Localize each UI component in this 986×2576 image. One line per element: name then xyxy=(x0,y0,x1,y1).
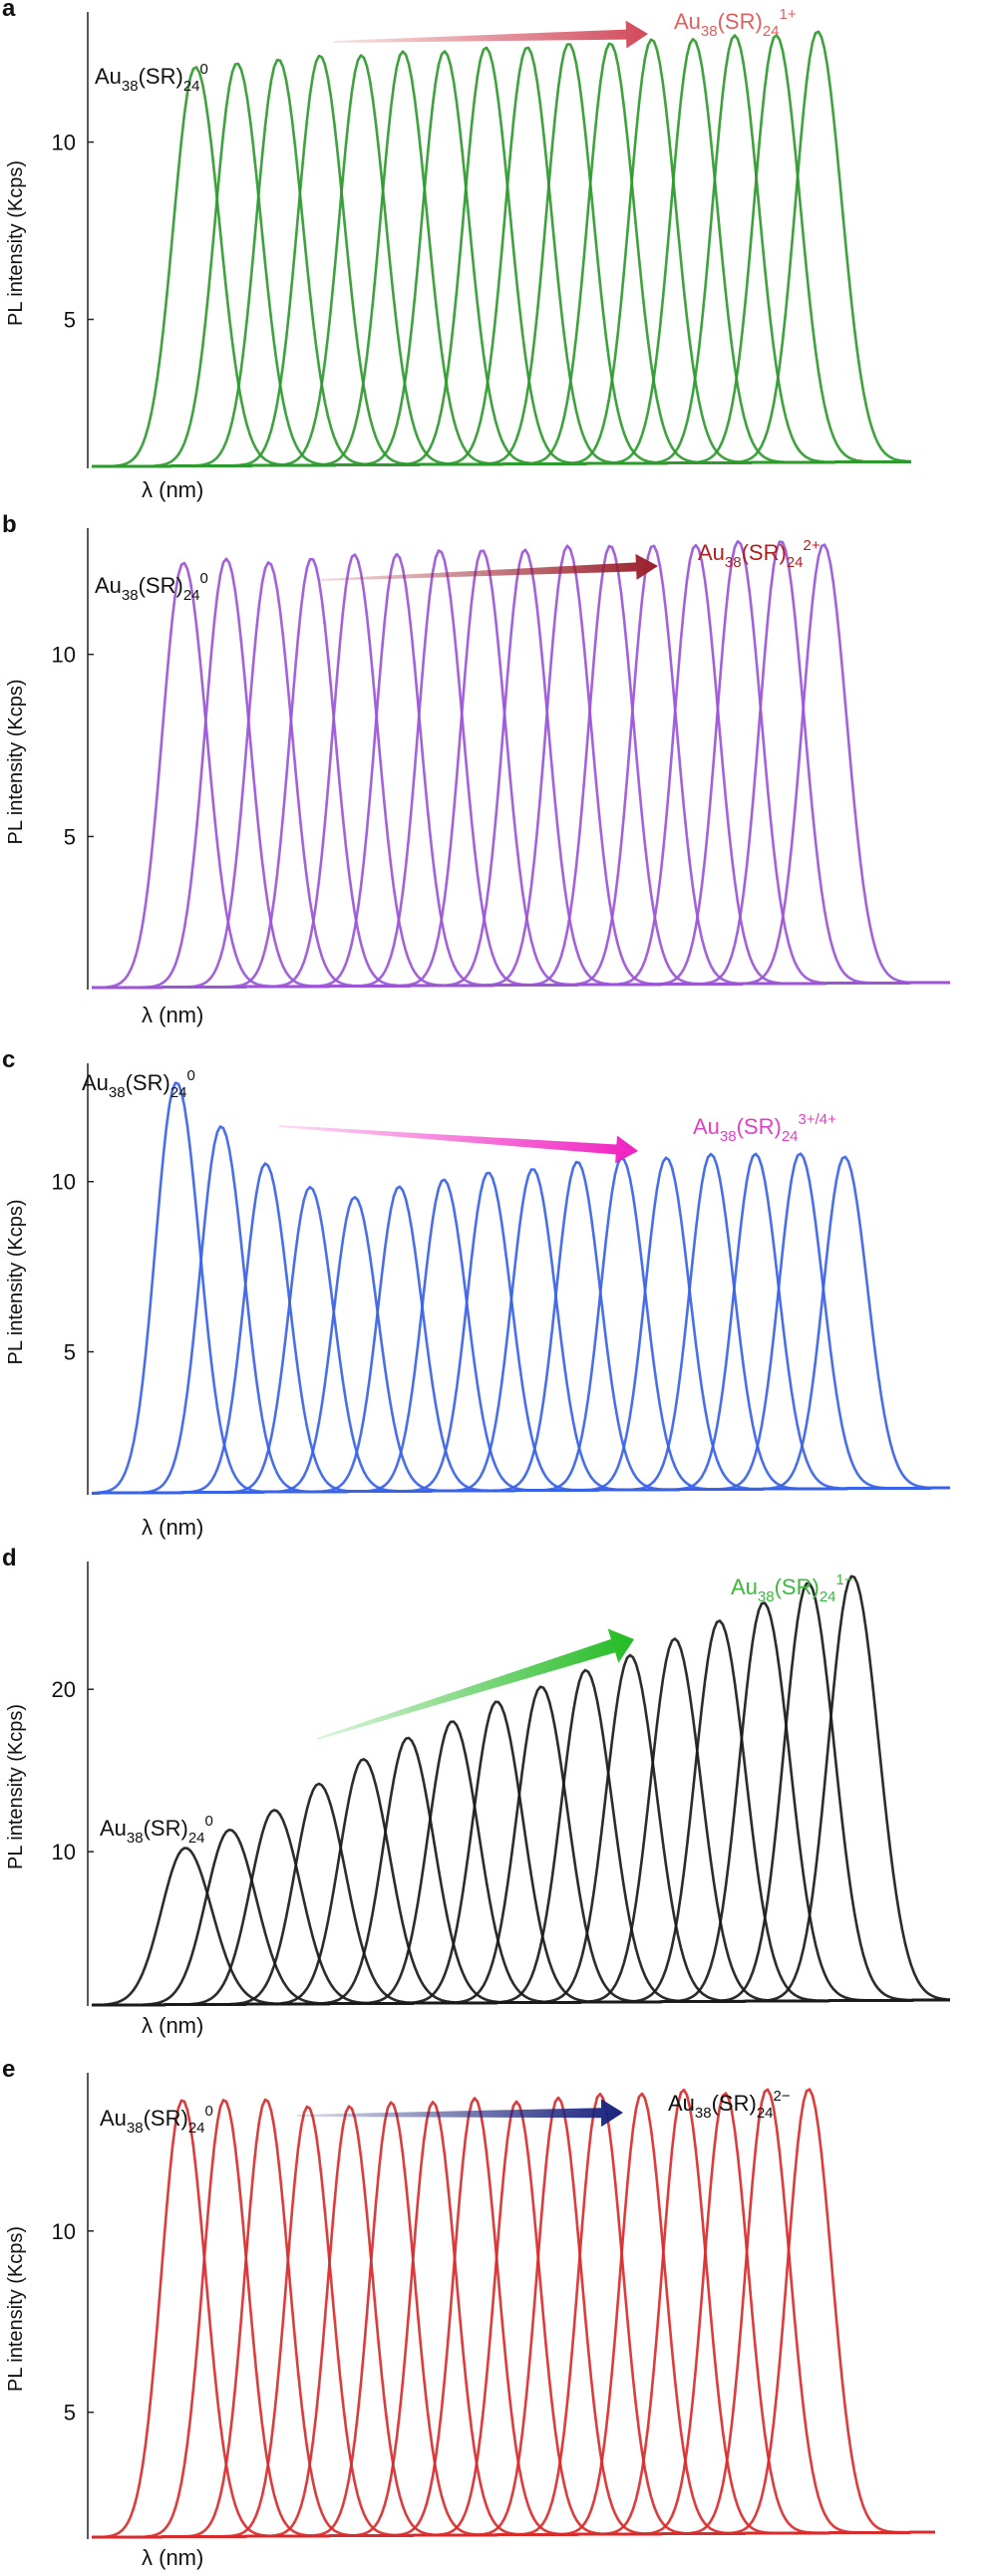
spectrum-line xyxy=(92,561,950,990)
spectrum-line xyxy=(92,1152,950,1495)
spectrum-line xyxy=(92,1152,950,1495)
panel-b: b 5 10 PL intensity (Kcps) λ (nm) Au38(SR)240… xyxy=(2,511,950,1027)
spectrum-line xyxy=(92,539,950,990)
spectrum-line xyxy=(92,2097,935,2539)
y-tick-label: 5 xyxy=(64,2401,76,2426)
y-axis-label: PL intensity (Kcps) xyxy=(5,1200,27,1365)
spectrum-line xyxy=(92,2092,935,2539)
spectrum-line xyxy=(92,544,950,990)
spectrum-line xyxy=(92,557,950,990)
spectrum-line xyxy=(91,1847,950,2007)
y-tick-label: 10 xyxy=(52,131,76,155)
end-species-label: Au38(SR)242− xyxy=(668,2088,791,2122)
y-tick-label: 20 xyxy=(52,1677,76,1702)
spectrum-line xyxy=(92,549,950,990)
trend-arrow xyxy=(278,1125,638,1164)
spectrum-line xyxy=(92,1574,951,2007)
panel-letter: c xyxy=(2,1046,15,1073)
panel-letter: a xyxy=(2,0,16,22)
spectrum-line xyxy=(92,1196,950,1495)
spectrum-line xyxy=(92,2088,935,2539)
start-species-label: Au38(SR)240 xyxy=(82,1067,195,1101)
start-species-label: Au38(SR)240 xyxy=(100,2103,213,2137)
panel-letter: b xyxy=(2,511,17,538)
spectrum-line xyxy=(92,2092,935,2539)
spectrum-line xyxy=(92,552,950,990)
y-tick-label: 5 xyxy=(64,1340,76,1365)
end-species-label: Au38(SR)241+ xyxy=(674,6,797,40)
spectrum-line xyxy=(92,2101,935,2539)
spectrum-line xyxy=(92,543,950,990)
spectrum-line xyxy=(92,2101,935,2539)
start-species-label: Au38(SR)240 xyxy=(95,570,208,604)
spectrum-line xyxy=(92,1155,950,1495)
start-species-label: Au38(SR)240 xyxy=(95,61,208,95)
panel-letter: e xyxy=(2,2056,15,2083)
spectrum-line xyxy=(92,1828,950,2007)
end-species-label: Au38(SR)241− xyxy=(731,1572,853,1605)
spectrum-line xyxy=(92,543,950,990)
spectrum-line xyxy=(92,2099,935,2539)
spectrum-line xyxy=(92,2098,935,2539)
spectrum-line xyxy=(92,2096,935,2539)
spectrum-line xyxy=(92,544,950,990)
panel-letter: d xyxy=(2,1545,17,1572)
y-tick-label: 10 xyxy=(52,1170,76,1195)
spectrum-line xyxy=(92,2088,935,2539)
spectrum-line xyxy=(92,540,950,990)
spectrum-line xyxy=(92,46,911,468)
y-tick-label: 5 xyxy=(64,308,76,333)
spectrum-line xyxy=(92,1168,950,1495)
panel-d: d 10 20 PL intensity (Kcps) λ (nm) Au38(SR)24… xyxy=(2,1545,951,2038)
x-axis-label: λ (nm) xyxy=(142,1002,203,1027)
spectrum-line xyxy=(92,561,950,990)
spectrum-line xyxy=(92,2099,935,2539)
y-tick-label: 10 xyxy=(52,1840,76,1864)
panel-c: c 5 10 PL intensity (Kcps) λ (nm) Au38(SR)240… xyxy=(2,1046,950,1540)
spectrum-line xyxy=(92,1668,950,2007)
end-species-label: Au38(SR)242+ xyxy=(698,537,821,571)
trend-arrow xyxy=(316,1628,634,1740)
trend-arrow xyxy=(297,2099,623,2128)
panel-a: a 5 10 PL intensity (Kcps) λ (nm) Au38(SR)240… xyxy=(2,0,912,502)
x-axis-label: λ (nm) xyxy=(142,477,203,502)
end-species-label: Au38(SR)243+/4+ xyxy=(693,1111,836,1145)
spectrum-line xyxy=(92,544,950,990)
spectrum-line xyxy=(92,2092,935,2539)
y-axis-label: PL intensity (Kcps) xyxy=(5,2226,27,2392)
panel-e: e 5 10 PL intensity (Kcps) λ (nm) Au38(SR)240… xyxy=(2,2056,935,2570)
spectrum-line xyxy=(92,30,912,468)
spectrum-line xyxy=(92,548,950,990)
start-species-label: Au38(SR)240 xyxy=(100,1813,213,1847)
spectrum-line xyxy=(92,2105,935,2539)
x-axis-label: λ (nm) xyxy=(142,2013,203,2038)
y-tick-label: 10 xyxy=(52,643,76,668)
y-tick-label: 5 xyxy=(64,824,76,849)
spectrum-line xyxy=(92,1809,950,2007)
spectrum-line xyxy=(92,2100,935,2539)
spectrum-line xyxy=(92,2105,935,2539)
y-tick-label: 10 xyxy=(52,2219,76,2244)
spectrum-line xyxy=(92,1178,950,1495)
spectrum-line xyxy=(92,1185,950,1495)
spectrum-line xyxy=(92,549,950,990)
trend-arrow xyxy=(321,553,658,581)
spectrum-line xyxy=(92,557,950,990)
spectrum-line xyxy=(92,1700,950,2007)
trend-arrow xyxy=(334,20,648,49)
spectrum-line xyxy=(92,2088,935,2539)
y-axis-label: PL intensity (Kcps) xyxy=(5,160,27,326)
x-axis-label: λ (nm) xyxy=(142,1515,203,1540)
spectrum-line xyxy=(92,1152,950,1495)
x-axis-label: λ (nm) xyxy=(142,2545,203,2570)
y-axis-label: PL intensity (Kcps) xyxy=(5,680,27,845)
spectrum-line xyxy=(92,553,950,990)
y-axis-label: PL intensity (Kcps) xyxy=(5,1704,27,1869)
spectrum-line xyxy=(92,1185,950,1495)
